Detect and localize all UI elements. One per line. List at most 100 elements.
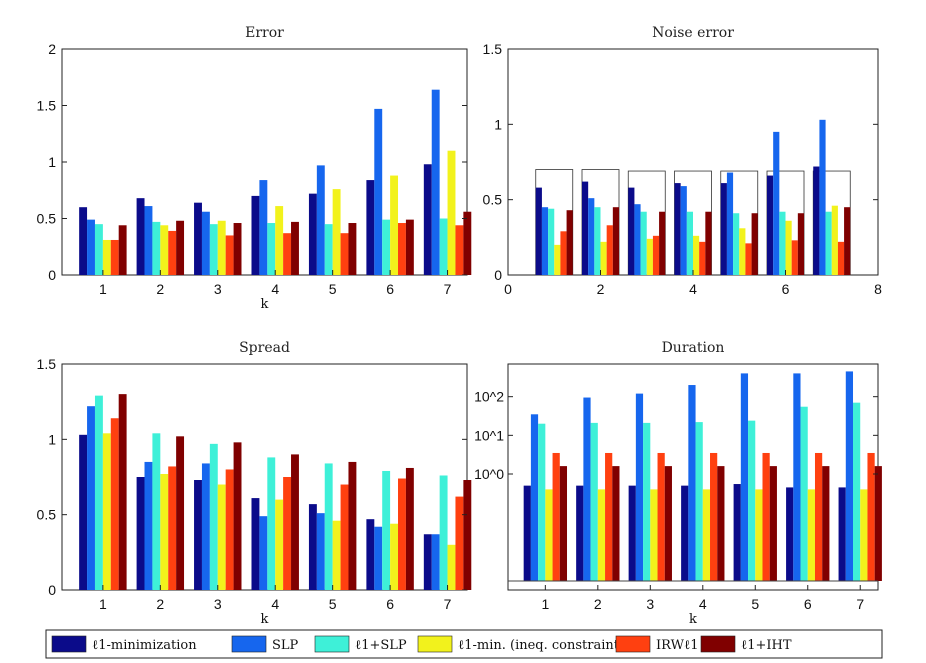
bar bbox=[606, 225, 613, 275]
bar bbox=[845, 371, 854, 581]
bar bbox=[168, 466, 177, 590]
bar bbox=[681, 485, 689, 581]
bar bbox=[688, 385, 696, 581]
bar bbox=[463, 211, 472, 275]
bar bbox=[233, 223, 242, 275]
x-tick-label: 3 bbox=[214, 281, 222, 297]
bar bbox=[755, 489, 763, 581]
bar bbox=[807, 489, 815, 581]
bar bbox=[201, 463, 210, 590]
bar bbox=[225, 469, 234, 590]
bar bbox=[652, 235, 660, 275]
bar bbox=[144, 206, 153, 275]
bar bbox=[382, 470, 391, 590]
bar bbox=[643, 422, 651, 581]
bar bbox=[267, 457, 276, 590]
bar bbox=[657, 452, 665, 581]
x-tick-label: 7 bbox=[444, 281, 452, 297]
legend-label: SLP bbox=[272, 638, 299, 653]
bar bbox=[559, 466, 568, 581]
chart-title: Noise error bbox=[652, 25, 734, 41]
x-tick-label: 4 bbox=[271, 596, 279, 612]
noise-error-subplot: 0 0.5 1 1.5 0 2 4 6 8 Noise error bbox=[483, 25, 883, 297]
bar bbox=[225, 235, 234, 275]
bar bbox=[447, 150, 456, 275]
y-tick-label: 1 bbox=[48, 154, 56, 170]
bar bbox=[398, 223, 406, 275]
y-tick-label: 10^0 bbox=[474, 466, 504, 482]
x-tick-label: 7 bbox=[444, 596, 452, 612]
bar bbox=[680, 186, 687, 275]
bar bbox=[374, 526, 383, 590]
bar bbox=[705, 211, 712, 275]
bar bbox=[217, 484, 226, 590]
bar bbox=[340, 233, 349, 275]
bar bbox=[628, 187, 635, 275]
bar bbox=[594, 207, 601, 275]
bar bbox=[423, 534, 432, 590]
x-tick-label: 3 bbox=[214, 596, 222, 612]
bar bbox=[825, 211, 832, 275]
x-axis-label: k bbox=[689, 612, 697, 627]
bar bbox=[110, 239, 119, 275]
x-tick-label: 7 bbox=[856, 596, 864, 612]
bar bbox=[455, 496, 464, 590]
bar bbox=[405, 219, 414, 275]
bar bbox=[366, 519, 375, 590]
bar bbox=[837, 241, 845, 275]
y-tick-label: 0.5 bbox=[483, 192, 503, 208]
bar bbox=[822, 466, 830, 581]
bar bbox=[390, 175, 399, 275]
bar bbox=[797, 213, 804, 275]
bar bbox=[118, 225, 127, 275]
bar bbox=[605, 452, 613, 581]
legend-frame bbox=[45, 629, 883, 659]
bar bbox=[838, 487, 846, 581]
bar bbox=[332, 189, 341, 275]
bar bbox=[583, 397, 591, 581]
x-tick-label: 6 bbox=[386, 596, 394, 612]
bar bbox=[582, 181, 589, 275]
bar bbox=[674, 183, 681, 275]
y-tick-label: 1 bbox=[494, 116, 502, 132]
bar bbox=[819, 119, 826, 275]
chart-title: Duration bbox=[662, 340, 725, 356]
bar bbox=[538, 423, 546, 581]
bar bbox=[695, 422, 703, 581]
x-tick-label: 2 bbox=[597, 281, 605, 297]
bar bbox=[160, 473, 169, 590]
bar bbox=[160, 225, 169, 275]
bar bbox=[597, 489, 606, 581]
bar bbox=[844, 207, 851, 275]
bar bbox=[439, 218, 448, 275]
bar bbox=[813, 166, 820, 275]
legend-swatch bbox=[417, 635, 453, 653]
bar bbox=[628, 485, 636, 581]
bar bbox=[283, 233, 292, 275]
bar bbox=[831, 205, 838, 275]
y-tick-label: 0.5 bbox=[37, 211, 57, 227]
bar bbox=[867, 452, 875, 581]
bar bbox=[87, 219, 95, 275]
bar bbox=[699, 241, 706, 275]
bar bbox=[291, 454, 299, 590]
bar bbox=[118, 394, 127, 590]
bar bbox=[600, 241, 607, 275]
bar bbox=[733, 213, 740, 275]
bar bbox=[94, 395, 103, 590]
bar bbox=[233, 442, 242, 590]
bar bbox=[423, 164, 432, 275]
bar bbox=[650, 489, 658, 581]
bar bbox=[874, 466, 882, 581]
bar bbox=[275, 499, 284, 590]
bar bbox=[646, 238, 653, 275]
x-tick-label: 6 bbox=[386, 281, 394, 297]
bar bbox=[751, 213, 758, 275]
bar bbox=[535, 187, 542, 275]
bar bbox=[382, 219, 391, 275]
bar bbox=[348, 461, 357, 590]
bar bbox=[786, 487, 794, 581]
bar bbox=[541, 207, 549, 275]
legend-label: ℓ1+SLP bbox=[355, 638, 407, 653]
error-subplot: 0 0.5 1 1.5 2 1 2 3 4 5 6 7 Error k bbox=[37, 25, 472, 312]
